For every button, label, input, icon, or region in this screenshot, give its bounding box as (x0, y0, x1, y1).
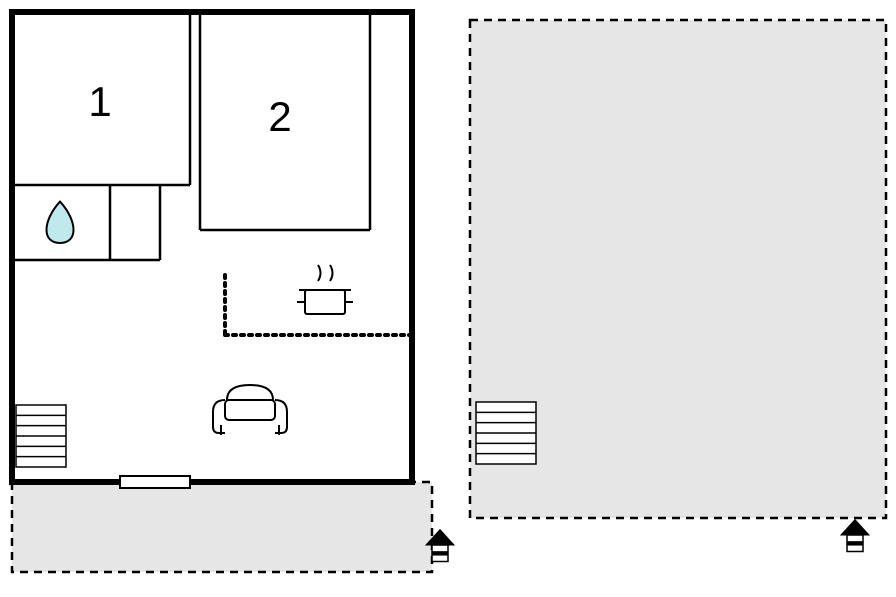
door (120, 476, 190, 488)
room-1-label: 1 (88, 78, 111, 125)
house-marker-icon (841, 520, 869, 552)
stairs-icon (476, 402, 536, 464)
stairs-icon (16, 405, 66, 467)
floor-plan: 1 2 (0, 0, 896, 597)
room-2-label: 2 (268, 93, 291, 140)
patio-area (12, 482, 432, 572)
